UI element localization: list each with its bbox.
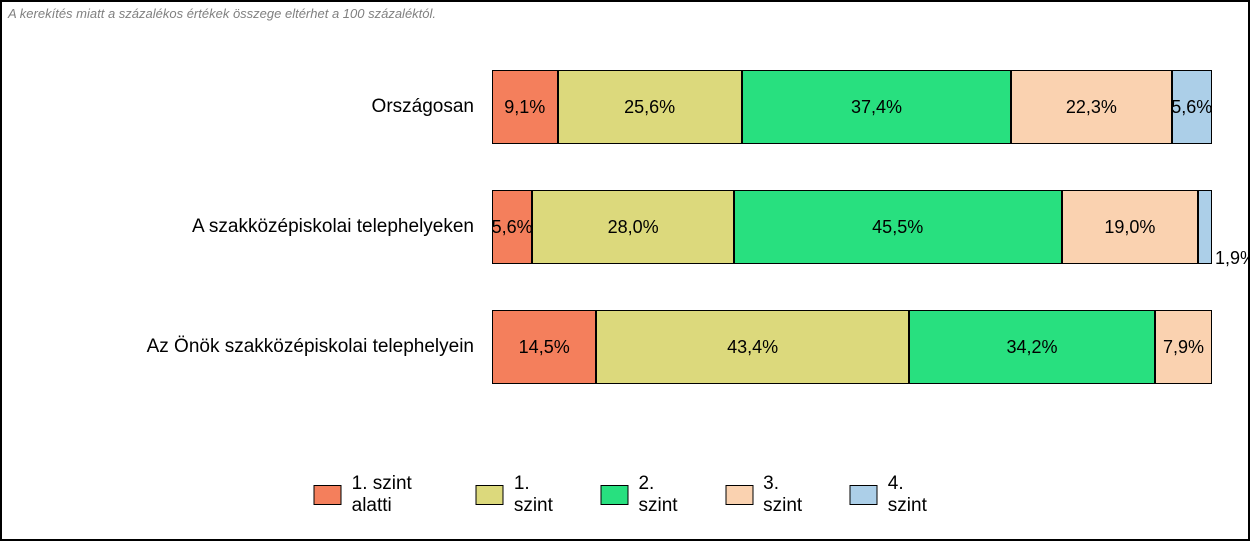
row-label: A szakközépiskolai telephelyeken [2, 216, 492, 238]
row-label: Az Önök szakközépiskolai telephelyein [2, 336, 492, 358]
bar-segment: 25,6% [558, 70, 742, 144]
bar-segment: 34,2% [909, 310, 1155, 384]
bar-segment: 37,4% [742, 70, 1011, 144]
segment-value: 37,4% [851, 97, 902, 118]
legend-label: 1. szint [514, 473, 563, 517]
chart-row: Az Önök szakközépiskolai telephelyein14,… [2, 302, 1248, 392]
legend-item: 2. szint [601, 473, 688, 517]
segment-value: 5,6% [492, 217, 533, 238]
legend-swatch [601, 485, 629, 505]
segment-value: 43,4% [727, 337, 778, 358]
legend-label: 3. szint [763, 473, 812, 517]
bar-segment: 5,6% [1172, 70, 1212, 144]
stacked-bar: 14,5% 43,4% 34,2% 7,9% [492, 310, 1212, 384]
chart-frame: A kerekítés miatt a százalékos értékek ö… [0, 0, 1250, 541]
legend-item: 1. szint alatti [314, 473, 438, 517]
bar-segment: 45,5% [734, 190, 1062, 264]
legend-item: 3. szint [725, 473, 812, 517]
bar-segment: 14,5% [492, 310, 596, 384]
bar-segment: 5,6% [492, 190, 532, 264]
legend-label: 2. szint [638, 473, 687, 517]
bar-segment: 28,0% [532, 190, 734, 264]
bar-segment: 1,9% [1198, 190, 1212, 264]
row-label: Országosan [2, 96, 492, 118]
legend-item: 1. szint [476, 473, 563, 517]
bar-segment: 7,9% [1155, 310, 1212, 384]
segment-value: 22,3% [1066, 97, 1117, 118]
stacked-bar: 9,1% 25,6% 37,4% 22,3% 5,6% [492, 70, 1212, 144]
bar-segment: 9,1% [492, 70, 558, 144]
bar-segment: 19,0% [1062, 190, 1199, 264]
legend-swatch [314, 485, 342, 505]
rounding-note: A kerekítés miatt a százalékos értékek ö… [8, 6, 436, 21]
legend: 1. szint alatti 1. szint 2. szint 3. szint 4… [314, 473, 937, 517]
stacked-bar: 5,6% 28,0% 45,5% 19,0% 1,9% [492, 190, 1212, 264]
chart-row: A szakközépiskolai telephelyeken5,6% 28,0… [2, 182, 1248, 272]
segment-value: 28,0% [608, 217, 659, 238]
segment-value: 34,2% [1006, 337, 1057, 358]
legend-swatch [476, 485, 504, 505]
legend-item: 4. szint [850, 473, 937, 517]
chart-area: Országosan9,1%25,6%37,4%22,3%5,6%A szakk… [2, 62, 1248, 459]
bar-segment: 43,4% [596, 310, 908, 384]
segment-value: 19,0% [1104, 217, 1155, 238]
legend-label: 1. szint alatti [352, 473, 438, 517]
chart-row: Országosan 9,1% 25,6% 37,4% 22,3% 5,6% [2, 62, 1248, 152]
segment-value: 9,1% [504, 97, 545, 118]
segment-value: 5,6% [1171, 97, 1212, 118]
segment-value: 7,9% [1163, 337, 1204, 358]
segment-value: 14,5% [519, 337, 570, 358]
legend-swatch [850, 485, 878, 505]
legend-label: 4. szint [888, 473, 937, 517]
segment-value: 45,5% [872, 217, 923, 238]
bar-segment: 22,3% [1011, 70, 1172, 144]
legend-swatch [725, 485, 753, 505]
segment-value: 25,6% [624, 97, 675, 118]
segment-value: 1,9% [1215, 248, 1250, 269]
